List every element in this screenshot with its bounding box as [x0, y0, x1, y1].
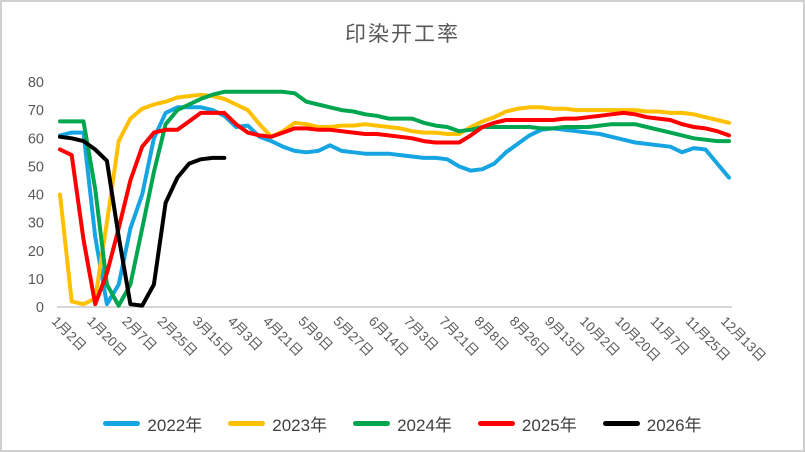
y-tick-label: 50 [28, 159, 44, 175]
chart-legend: 2022年 2023年 2024年 2025年 2026年 [2, 411, 803, 436]
y-tick-label: 0 [36, 300, 44, 316]
chart-title: 印染开工率 [345, 23, 460, 46]
legend-label: 2026年 [646, 416, 702, 435]
series-line-2026年 [58, 134, 227, 308]
series-line-2023年 [58, 92, 731, 307]
y-tick-label: 80 [28, 75, 44, 91]
legend-label: 2025年 [521, 416, 577, 435]
legend-line-swatch [477, 421, 515, 426]
y-tick-label: 10 [28, 272, 44, 288]
y-tick-label: 30 [28, 216, 44, 232]
legend-label: 2023年 [272, 416, 328, 435]
legend-item[interactable]: 2024年 [353, 411, 452, 436]
y-tick-label: 20 [28, 244, 44, 260]
y-tick-label: 60 [28, 131, 44, 147]
legend-label: 2022年 [147, 416, 203, 435]
series-line-2024年 [58, 89, 731, 308]
legend-line-swatch [602, 421, 640, 426]
legend-label: 2024年 [397, 416, 452, 435]
series-line-2025年 [58, 110, 731, 307]
legend-item[interactable]: 2022年 [103, 411, 202, 436]
series-line-2022年 [58, 105, 731, 307]
legend-item[interactable]: 2026年 [602, 411, 702, 436]
legend-line-swatch [353, 421, 391, 426]
legend-item[interactable]: 2023年 [228, 411, 327, 436]
x-tick-label: 1月2日 [49, 314, 89, 354]
legend-line-swatch [228, 421, 266, 426]
legend-line-swatch [103, 421, 141, 426]
y-tick-label: 40 [28, 188, 44, 204]
legend-item[interactable]: 2025年 [477, 411, 577, 436]
y-tick-label: 70 [28, 103, 44, 119]
